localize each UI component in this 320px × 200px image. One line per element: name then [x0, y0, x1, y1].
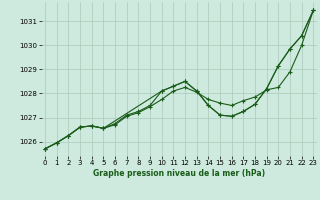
X-axis label: Graphe pression niveau de la mer (hPa): Graphe pression niveau de la mer (hPa): [93, 169, 265, 178]
